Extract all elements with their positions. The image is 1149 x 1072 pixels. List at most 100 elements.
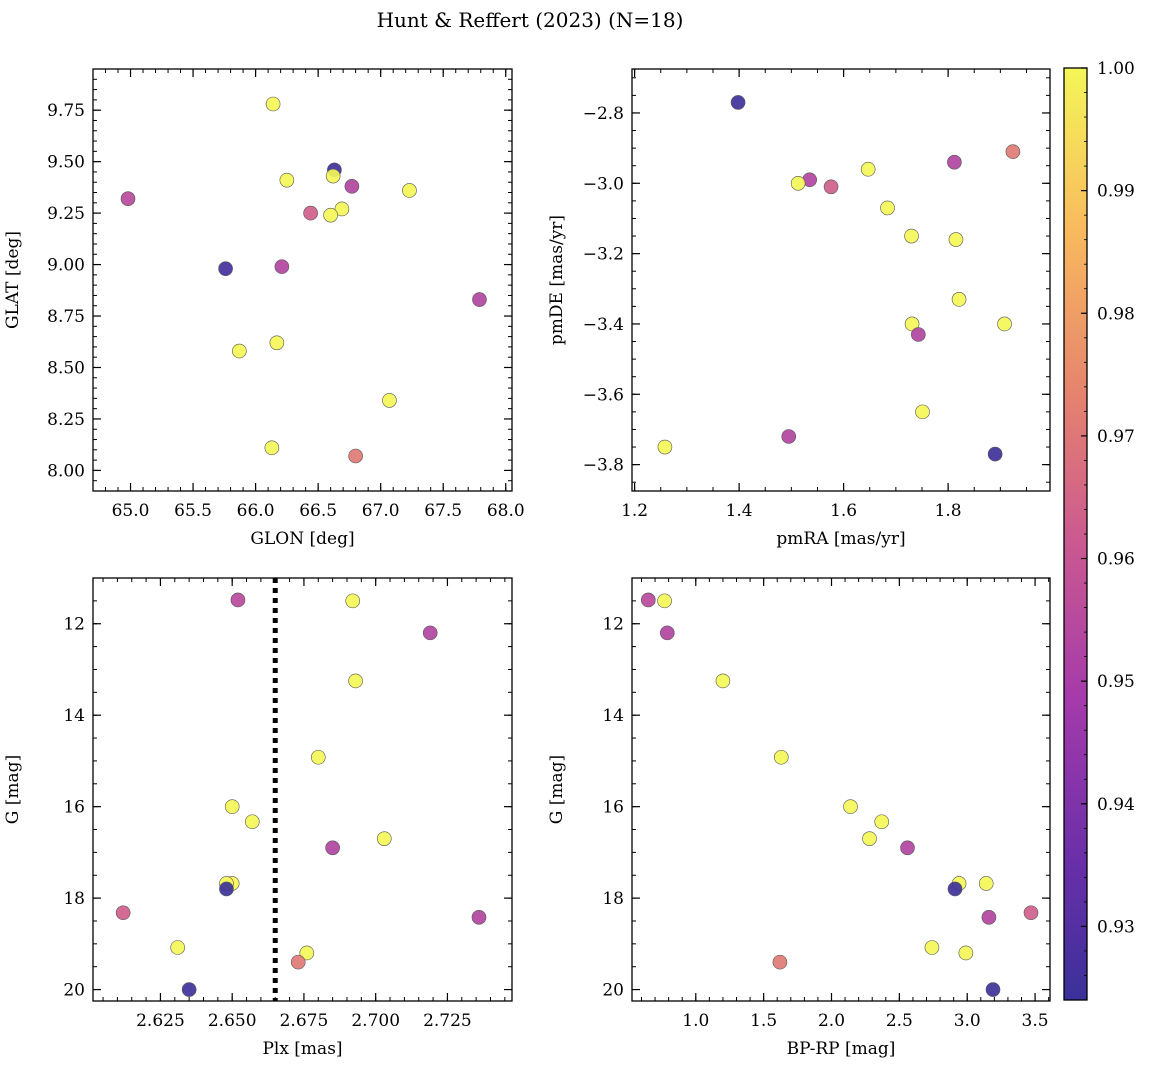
data-point [657,593,672,609]
x-tick-label: 66.5 [299,501,337,521]
data-point [911,327,926,342]
y-axis-label: GLAT [deg] [3,231,23,329]
x-tick-label: 3.5 [1022,1011,1049,1031]
x-tick-label: 65.0 [112,501,150,521]
y-tick-label: 8.00 [47,461,85,481]
data-point [948,232,964,247]
data-point [348,448,363,464]
data-point [345,593,361,609]
y-tick-label: 12 [602,615,624,635]
colorbar-tick-label: 0.97 [1097,427,1135,447]
data-point [1023,905,1039,921]
data-point [985,982,1001,997]
y-tick-label: 8.50 [47,358,85,378]
x-axis-label: GLON [deg] [250,529,354,549]
y-axis-label: G [mag] [3,755,23,824]
data-point [659,625,675,641]
x-tick-label: 68.0 [487,501,525,521]
colorbar-tick-label: 0.98 [1097,304,1135,324]
data-point [382,393,397,408]
y-tick-label: 12 [63,615,85,635]
x-tick-label: 1.4 [726,501,753,521]
data-point [310,749,326,765]
colorbar-tick-label: 0.94 [1097,795,1135,815]
y-tick-label: −3.0 [583,174,624,194]
y-tick-label: 16 [602,798,624,818]
y-tick-label: −3.2 [583,245,624,265]
x-tick-label: 3.0 [954,1011,981,1031]
y-axis-label: G [mag] [547,755,567,824]
data-point [422,625,438,641]
y-tick-label: 8.25 [47,410,85,430]
colorbar-tick-label: 0.99 [1097,182,1135,202]
data-point [232,343,247,359]
data-point [715,673,731,689]
data-point [904,228,919,244]
data-point [823,179,839,195]
data-point [120,191,136,206]
data-point [978,876,994,891]
y-tick-label: 18 [63,889,85,909]
panel-plx-g: 2.625 2.650 2.675 2.700 2.725 12 14 16 18 20 Plx [… [3,577,513,1059]
data-point [947,881,963,897]
axes-frame [92,68,513,492]
data-point [170,940,185,955]
data-point [947,154,962,170]
panel-glon-glat: 65.0 65.5 66.0 66.5 67.0 67.5 68.0 8.00 8.25 8.50… [3,68,525,549]
x-tick-label: 67.0 [362,501,400,521]
data-point [376,831,392,846]
data-point [325,168,341,184]
data-point [640,592,656,608]
data-point [900,840,915,856]
panel-pmra-pmde: 1.2 1.4 1.6 1.8 −3.8 −3.6 −3.4 −3.2 −3.0 −2.8 pmRA… [547,68,1051,549]
data-point [265,96,281,112]
data-point [781,429,797,444]
figure-title: Hunt & Reffert (2023) (N=18) [377,8,684,32]
data-point [325,840,340,856]
data-point [290,954,306,970]
y-tick-label: 9.00 [47,256,85,276]
y-axis-label: pmDE [mas/yr] [547,215,567,345]
data-point [1005,144,1021,159]
panel-bprp-g: 1.0 1.5 2.0 2.5 3.0 3.5 12 14 16 18 20 BP-RP [mag] G… [547,577,1051,1059]
data-point [772,954,788,970]
data-point [264,440,280,456]
colorbar-tick-label: 0.93 [1097,917,1135,937]
colorbar-gradient [1064,68,1087,1000]
data-point [348,673,363,689]
data-point [274,259,290,274]
x-tick-label: 2.625 [136,1011,185,1031]
data-point [958,945,974,961]
x-axis-label: BP-RP [mag] [787,1039,896,1059]
x-tick-label: 2.650 [208,1011,257,1031]
y-tick-label: 9.50 [47,153,85,173]
data-point [269,335,285,351]
y-tick-label: −3.6 [583,385,624,405]
data-point [915,404,930,420]
data-point [299,945,315,961]
data-point [987,446,1003,462]
data-point [657,439,673,455]
axes-frame [92,577,513,1002]
data-point [997,316,1012,332]
data-point [219,881,234,897]
data-point [344,179,360,194]
x-axis-label: pmRA [mas/yr] [776,529,905,549]
data-point [323,207,338,223]
axes-frame [631,68,1051,492]
data-point [472,292,487,307]
x-tick-label: 1.8 [935,501,962,521]
data-point [790,175,806,191]
x-tick-label: 67.5 [424,501,462,521]
y-tick-label: 14 [602,706,624,726]
data-point [181,982,197,997]
y-tick-label: 18 [602,889,624,909]
x-tick-label: 2.700 [351,1011,400,1031]
y-tick-label: 20 [63,981,85,1001]
y-tick-label: 16 [63,798,85,818]
x-axis-label: Plx [mas] [262,1039,342,1059]
y-tick-label: −3.4 [583,315,624,335]
y-tick-label: 14 [63,706,85,726]
data-point [924,940,940,955]
